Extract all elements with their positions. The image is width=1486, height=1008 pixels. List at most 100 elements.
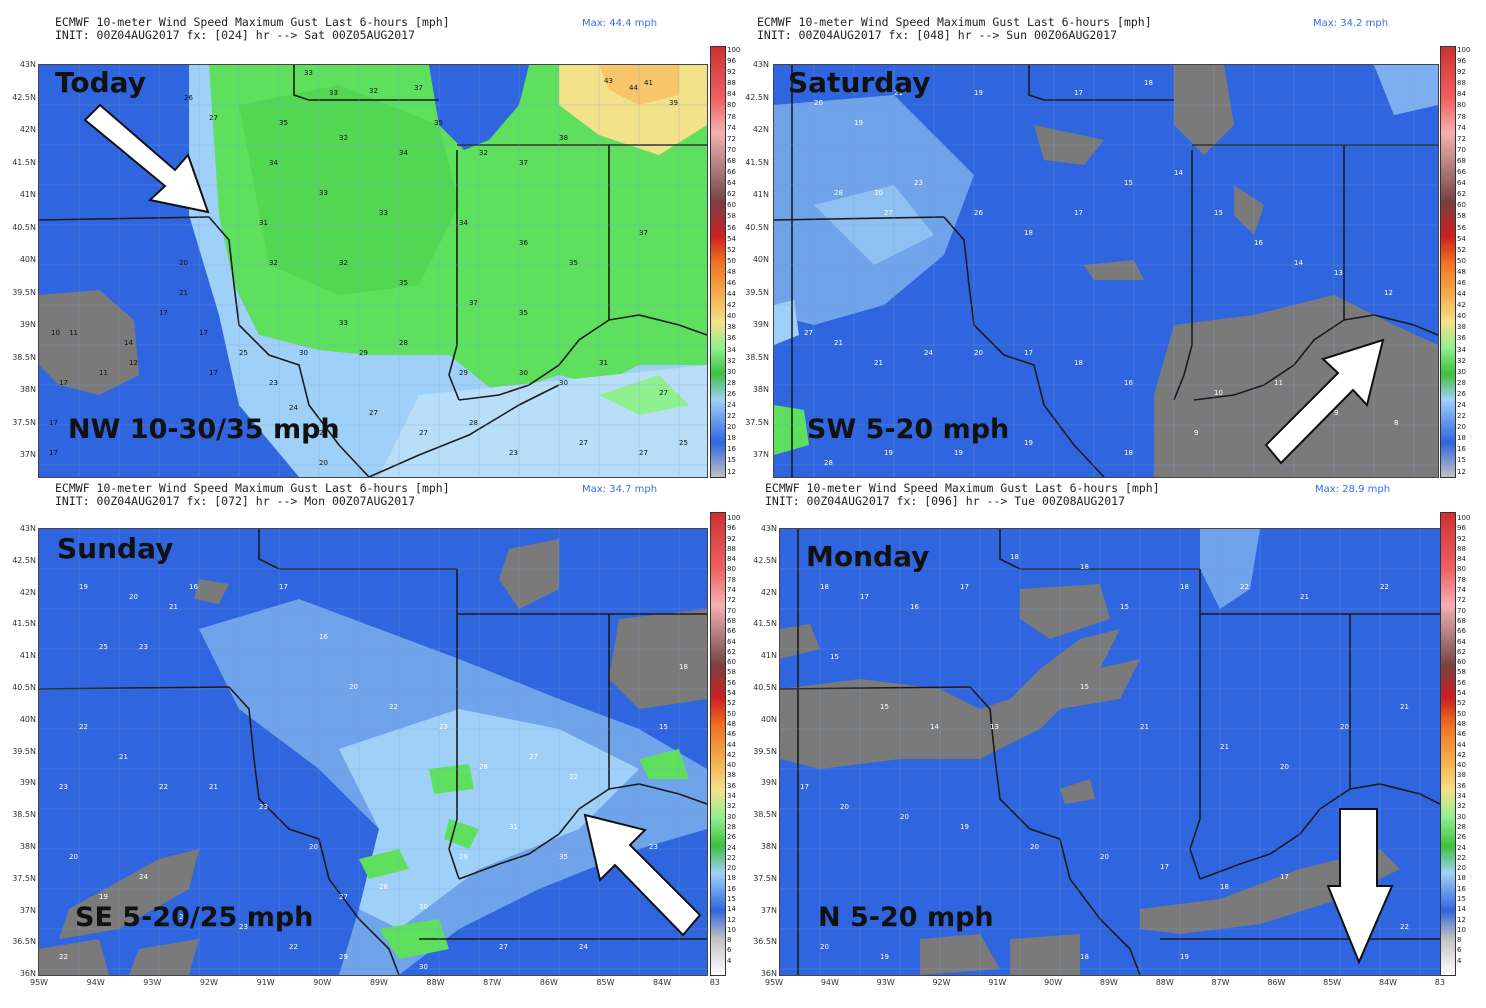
svg-text:28: 28	[379, 883, 388, 891]
svg-text:43: 43	[604, 77, 613, 85]
svg-text:17: 17	[159, 309, 168, 317]
svg-text:31: 31	[509, 823, 518, 831]
svg-text:44: 44	[629, 84, 638, 92]
map-area: 18 17 16 17 18 18 15 18 22 21 22 15 15 14 13 15 21 2…	[779, 528, 1441, 976]
svg-text:15: 15	[830, 653, 839, 661]
svg-text:16: 16	[1254, 239, 1263, 247]
svg-text:16: 16	[189, 583, 198, 591]
svg-text:17: 17	[800, 783, 809, 791]
svg-text:15: 15	[1124, 179, 1133, 187]
svg-text:14: 14	[124, 339, 133, 347]
svg-text:18: 18	[1220, 883, 1229, 891]
color-scale	[1440, 46, 1456, 478]
svg-text:20: 20	[309, 843, 318, 851]
max-value: Max: 44.4 mph	[582, 18, 658, 29]
svg-text:19: 19	[880, 953, 889, 961]
wind-direction-arrow-icon	[1264, 338, 1385, 465]
svg-text:17: 17	[59, 379, 68, 387]
svg-text:23: 23	[509, 449, 518, 457]
svg-text:17: 17	[1074, 89, 1083, 97]
svg-text:34: 34	[399, 149, 408, 157]
svg-text:22: 22	[289, 943, 298, 951]
svg-text:32: 32	[339, 259, 348, 267]
svg-text:30: 30	[559, 379, 568, 387]
svg-text:24: 24	[579, 943, 588, 951]
svg-text:15: 15	[1080, 683, 1089, 691]
svg-text:20: 20	[1030, 843, 1039, 851]
svg-text:28: 28	[834, 189, 843, 197]
svg-text:21: 21	[179, 289, 188, 297]
color-scale	[710, 46, 726, 478]
svg-text:17: 17	[960, 583, 969, 591]
svg-text:24: 24	[924, 349, 933, 357]
svg-text:25: 25	[179, 913, 188, 921]
svg-text:23: 23	[59, 783, 68, 791]
svg-text:28: 28	[479, 763, 488, 771]
svg-text:18: 18	[1080, 953, 1089, 961]
svg-text:21: 21	[1220, 743, 1229, 751]
svg-text:10: 10	[1214, 389, 1223, 397]
svg-text:27: 27	[369, 409, 378, 417]
svg-text:26: 26	[184, 94, 193, 102]
panel-saturday: ECMWF 10-meter Wind Speed Maximum Gust L…	[743, 0, 1486, 480]
svg-text:28: 28	[399, 339, 408, 347]
svg-text:27: 27	[209, 114, 218, 122]
svg-text:23: 23	[269, 379, 278, 387]
svg-text:18: 18	[679, 663, 688, 671]
svg-text:14: 14	[1294, 259, 1303, 267]
svg-text:18: 18	[820, 583, 829, 591]
svg-text:17: 17	[49, 449, 58, 457]
day-label: Saturday	[788, 66, 931, 99]
svg-text:21: 21	[1300, 593, 1309, 601]
svg-text:35: 35	[279, 119, 288, 127]
svg-text:22: 22	[159, 783, 168, 791]
svg-text:19: 19	[99, 893, 108, 901]
svg-text:41: 41	[644, 79, 653, 87]
svg-text:33: 33	[319, 189, 328, 197]
svg-text:9: 9	[1334, 409, 1338, 417]
lat-labels: 43N 42.5N 42N 41.5N 41N 40.5N 40N 39.5N 39N 38.5N…	[12, 524, 36, 979]
svg-text:27: 27	[639, 449, 648, 457]
svg-text:19: 19	[960, 823, 969, 831]
day-label: Monday	[806, 540, 930, 573]
map-area: 26 27 33 33 32 37 35 32 34 35 32 37 38 43 44 41 39 3…	[38, 64, 708, 478]
color-scale	[710, 512, 726, 976]
svg-text:22: 22	[1380, 583, 1389, 591]
svg-text:21: 21	[894, 89, 903, 97]
map-area: 19 20 21 25 23 16 17 16 20 22 23 28 27 22 22 21 22 2…	[38, 528, 708, 976]
svg-text:27: 27	[884, 209, 893, 217]
svg-text:20: 20	[129, 593, 138, 601]
svg-text:20: 20	[1340, 723, 1349, 731]
panel-sunday: ECMWF 10-meter Wind Speed Maximum Gust L…	[0, 480, 743, 1008]
svg-text:29: 29	[339, 953, 348, 961]
svg-text:37: 37	[414, 84, 423, 92]
svg-text:29: 29	[359, 349, 368, 357]
svg-text:17: 17	[1160, 863, 1169, 871]
svg-text:21: 21	[1140, 723, 1149, 731]
svg-text:30: 30	[419, 903, 428, 911]
svg-text:12: 12	[1384, 289, 1393, 297]
svg-text:19: 19	[1180, 953, 1189, 961]
wind-label: SE 5-20/25 mph	[75, 902, 314, 933]
panel-today: ECMWF 10-meter Wind Speed Maximum Gust L…	[0, 0, 743, 480]
svg-text:33: 33	[329, 89, 338, 97]
wind-label: SW 5-20 mph	[807, 414, 1010, 445]
max-value: Max: 28.9 mph	[1315, 484, 1391, 495]
svg-text:19: 19	[884, 449, 893, 457]
svg-text:29: 29	[459, 853, 468, 861]
svg-text:25: 25	[679, 439, 688, 447]
svg-text:15: 15	[659, 723, 668, 731]
svg-text:31: 31	[599, 359, 608, 367]
svg-text:33: 33	[339, 319, 348, 327]
panel-title: ECMWF 10-meter Wind Speed Maximum Gust L…	[55, 15, 450, 42]
svg-text:11: 11	[69, 329, 78, 337]
svg-text:8: 8	[1394, 419, 1398, 427]
svg-text:29: 29	[459, 369, 468, 377]
svg-text:19: 19	[954, 449, 963, 457]
svg-text:18: 18	[1024, 229, 1033, 237]
wind-label: NW 10-30/35 mph	[68, 414, 340, 445]
svg-text:23: 23	[139, 643, 148, 651]
svg-text:32: 32	[369, 87, 378, 95]
svg-text:27: 27	[499, 943, 508, 951]
svg-text:35: 35	[569, 259, 578, 267]
